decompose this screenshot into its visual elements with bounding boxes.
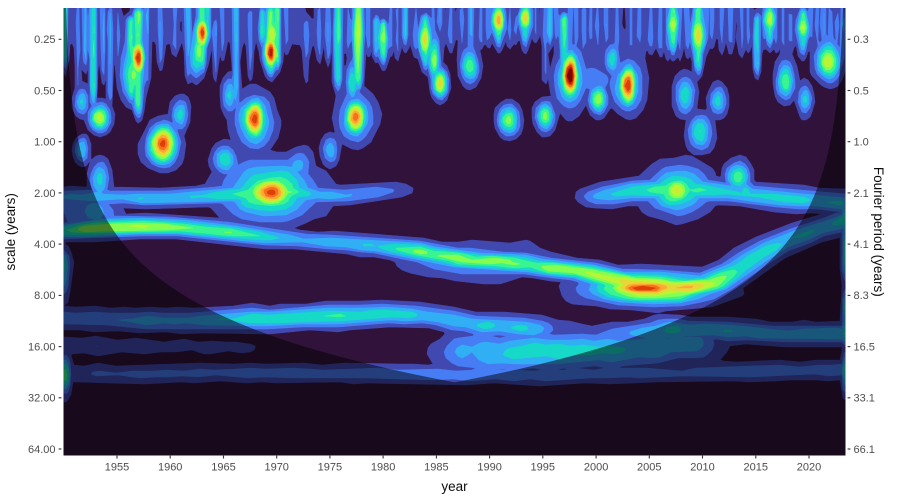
svg-text:64.00: 64.00 (28, 444, 56, 456)
svg-text:0.25: 0.25 (34, 34, 55, 46)
svg-text:0.3: 0.3 (854, 34, 869, 46)
svg-text:2005: 2005 (637, 462, 661, 474)
svg-text:1965: 1965 (211, 462, 235, 474)
svg-text:2.00: 2.00 (34, 188, 55, 200)
svg-text:33.1: 33.1 (854, 393, 875, 405)
svg-text:4.1: 4.1 (854, 239, 869, 251)
svg-text:0.5: 0.5 (854, 85, 869, 97)
svg-text:1990: 1990 (477, 462, 501, 474)
svg-text:2015: 2015 (744, 462, 768, 474)
svg-text:2000: 2000 (584, 462, 608, 474)
svg-text:32.00: 32.00 (28, 393, 56, 405)
svg-text:1970: 1970 (264, 462, 288, 474)
svg-text:16.00: 16.00 (28, 342, 56, 354)
svg-text:Fourier period (years): Fourier period (years) (871, 167, 886, 297)
svg-text:2010: 2010 (690, 462, 714, 474)
svg-text:4.00: 4.00 (34, 239, 55, 251)
svg-text:1980: 1980 (371, 462, 395, 474)
svg-text:1975: 1975 (318, 462, 342, 474)
svg-text:2020: 2020 (797, 462, 821, 474)
svg-text:1.00: 1.00 (34, 137, 55, 149)
svg-text:16.5: 16.5 (854, 342, 875, 354)
svg-text:1.0: 1.0 (854, 137, 869, 149)
svg-text:0.50: 0.50 (34, 85, 55, 97)
svg-text:year: year (441, 479, 468, 494)
svg-text:1985: 1985 (424, 462, 448, 474)
svg-text:8.3: 8.3 (854, 290, 869, 302)
svg-text:1955: 1955 (105, 462, 129, 474)
svg-text:8.00: 8.00 (34, 290, 55, 302)
svg-text:scale (years): scale (years) (3, 193, 18, 270)
svg-text:1995: 1995 (531, 462, 555, 474)
svg-text:66.1: 66.1 (854, 444, 875, 456)
svg-text:1960: 1960 (158, 462, 182, 474)
svg-text:2.1: 2.1 (854, 188, 869, 200)
